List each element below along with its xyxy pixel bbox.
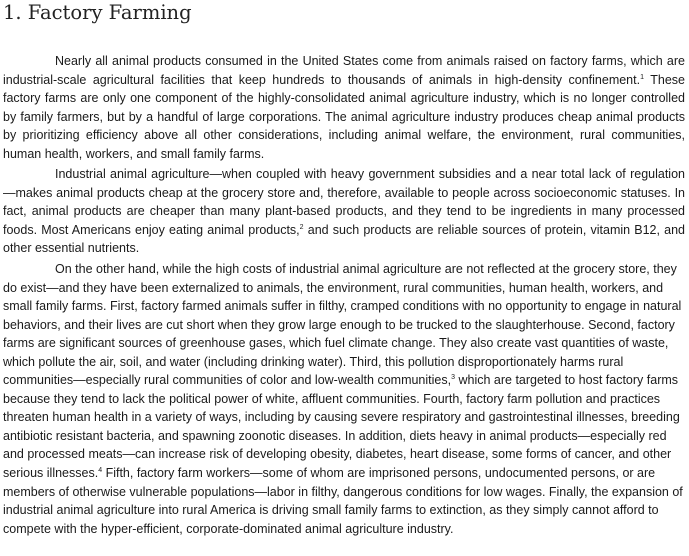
footnote-marker: 1 [640,73,644,81]
footnote-marker: 3 [451,374,455,382]
paragraph-text: Fifth, factory farm workers—some of whom… [3,466,683,536]
document-body: Nearly all animal products consumed in t… [3,52,685,538]
paragraph-text: On the other hand, while the high costs … [3,262,682,388]
paragraph-text: Industrial animal agriculture—when coupl… [3,167,685,237]
paragraph-text: These factory farms are only one compone… [3,72,685,161]
paragraph: Nearly all animal products consumed in t… [3,52,685,163]
paragraph: Industrial animal agriculture—when coupl… [3,165,685,258]
paragraph-text: and such products are reliable sources o… [3,222,686,256]
paragraph-text: which are targeted to host factory farms… [3,373,680,481]
paragraph-text: Nearly all animal products consumed in t… [3,54,685,87]
footnote-marker: 4 [98,467,103,475]
section-heading: 1. Factory Farming [3,1,192,24]
paragraph: On the other hand, while the high costs … [3,260,685,538]
footnote-marker: 2 [299,223,304,231]
